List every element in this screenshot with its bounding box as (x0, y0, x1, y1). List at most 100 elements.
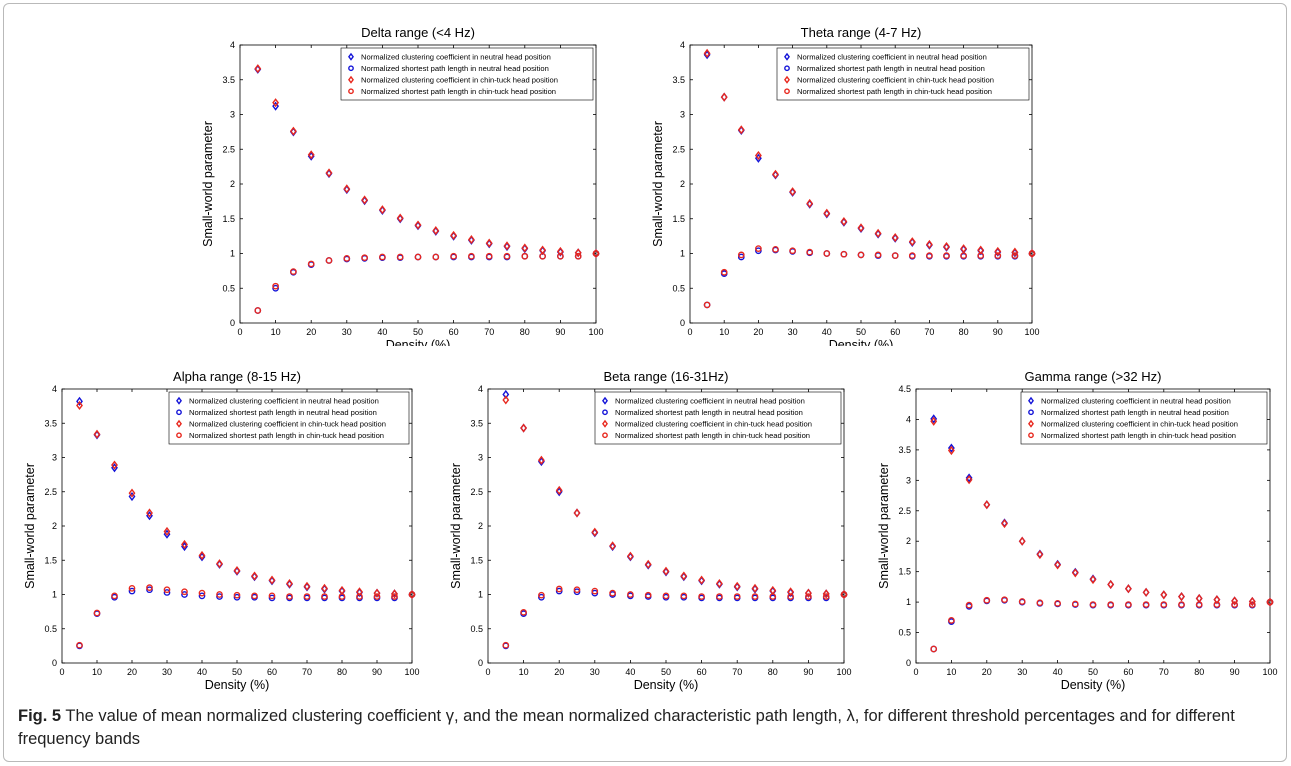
x-axis-label: Density (%) (205, 678, 270, 692)
circle-point (538, 593, 545, 601)
diamond-point (307, 150, 315, 160)
circle-point (181, 591, 188, 598)
x-tick-label: 90 (372, 667, 382, 677)
diamond-point (467, 235, 475, 245)
circle-point (1001, 596, 1008, 604)
legend-box (168, 391, 410, 445)
legend-marker (602, 432, 608, 439)
circle-point (948, 617, 955, 624)
circle-point (840, 250, 848, 258)
legend-entry: Normalized shortest path length in chin-… (189, 431, 384, 440)
circle-point (1054, 599, 1061, 607)
diamond-point (450, 230, 458, 240)
chart-theta: Theta range (4-7 Hz)0 10 20 30 40 50 60 70 80 90 1… (651, 25, 1040, 346)
circle-point (485, 252, 493, 260)
circle-point (408, 591, 416, 598)
circle-point (414, 253, 422, 261)
circle-point (983, 596, 991, 604)
legend-entry: Normalized clustering coefficient in chi… (615, 420, 812, 429)
series-normalized-shortest-path-length-in-chin-tuck-head-position (76, 584, 416, 649)
y-tick-label: 0.5 (44, 624, 57, 634)
circle-point (789, 247, 796, 255)
circle-point (396, 253, 404, 261)
circle-point (325, 257, 333, 264)
x-tick-label: 0 (59, 667, 64, 677)
x-tick-label: 20 (127, 667, 137, 677)
diamond-point (198, 550, 206, 561)
circle-point (503, 252, 511, 260)
legend-marker (176, 432, 182, 439)
legend-entry: Normalized shortest path length in neutr… (615, 408, 803, 417)
diamond-point (233, 565, 241, 576)
chart-alpha: Alpha range (8-15 Hz)0 10 20 30 40 50 60 70 80 90… (23, 369, 420, 692)
x-tick-label: 30 (342, 327, 352, 337)
diamond-point (804, 588, 812, 598)
circle-point (592, 250, 600, 257)
circle-point (857, 251, 865, 259)
legend-marker (784, 75, 790, 84)
legend-entry: Normalized shortest path length in neutr… (189, 408, 377, 417)
diamond-point (1178, 592, 1185, 602)
diamond-point (943, 241, 950, 252)
circle-point (286, 593, 293, 600)
y-tick-label: 2.5 (44, 487, 57, 497)
circle-point (806, 248, 814, 256)
legend-marker (348, 52, 354, 61)
diamond-point (965, 473, 973, 483)
x-tick-label: 30 (788, 327, 798, 337)
x-tick-label: 0 (687, 327, 692, 337)
circle-point (1018, 598, 1026, 605)
legend-entry: Normalized shortest path length in neutr… (1041, 408, 1229, 417)
circle-point (1107, 601, 1115, 608)
diamond-point (1001, 518, 1008, 529)
circle-point (338, 593, 346, 600)
circle-point (1071, 600, 1079, 608)
diamond-point (573, 508, 581, 518)
circle-point (111, 592, 118, 600)
diamond-point (857, 223, 865, 233)
circle-point (787, 593, 794, 600)
circle-point (555, 585, 563, 593)
circle-point (1011, 252, 1019, 259)
circle-point (720, 268, 728, 276)
legend-marker (784, 88, 790, 95)
legend-entry: Normalized shortest path length in chin-… (361, 87, 556, 96)
circle-point (965, 601, 973, 609)
diamond-point (703, 48, 711, 58)
legend: Normalized clustering coefficient in neu… (776, 47, 1030, 101)
legend: Normalized clustering coefficient in neu… (1020, 391, 1268, 445)
y-tick-label: 3.5 (672, 75, 685, 85)
circle-point (591, 589, 599, 597)
circle-point (268, 592, 276, 600)
diamond-point (286, 578, 293, 589)
legend: Normalized clustering coefficient in neu… (168, 391, 410, 445)
y-tick-label: 4 (906, 414, 911, 424)
y-tick-label: 3 (478, 453, 483, 463)
x-tick-label: 50 (232, 667, 242, 677)
x-tick-label: 100 (588, 327, 603, 337)
circle-point (644, 591, 652, 599)
legend-box (1020, 391, 1268, 445)
circle-point (751, 593, 759, 600)
diamond-point (1231, 596, 1239, 606)
diamond-point (321, 583, 328, 593)
circle-point (356, 593, 363, 600)
x-tick-label: 20 (753, 327, 763, 337)
circle-point (1028, 250, 1036, 257)
y-tick-label: 2 (52, 521, 57, 531)
circle-point (163, 589, 171, 596)
circle-point (520, 608, 527, 616)
caption-label: Fig. 5 (18, 707, 62, 725)
diamond-point (994, 246, 1002, 256)
circle-point (502, 641, 510, 649)
y-tick-label: 2.5 (672, 144, 685, 154)
diamond-point (111, 460, 118, 470)
circle-point (662, 592, 670, 600)
y-tick-label: 3.5 (470, 418, 483, 428)
y-tick-label: 1.5 (44, 555, 57, 565)
legend-entry: Normalized clustering coefficient in neu… (361, 53, 551, 62)
y-axis-label: Small-world parameter (449, 463, 463, 589)
legend: Normalized clustering coefficient in neu… (340, 47, 594, 101)
x-tick-label: 80 (520, 327, 530, 337)
circle-point (772, 245, 779, 253)
